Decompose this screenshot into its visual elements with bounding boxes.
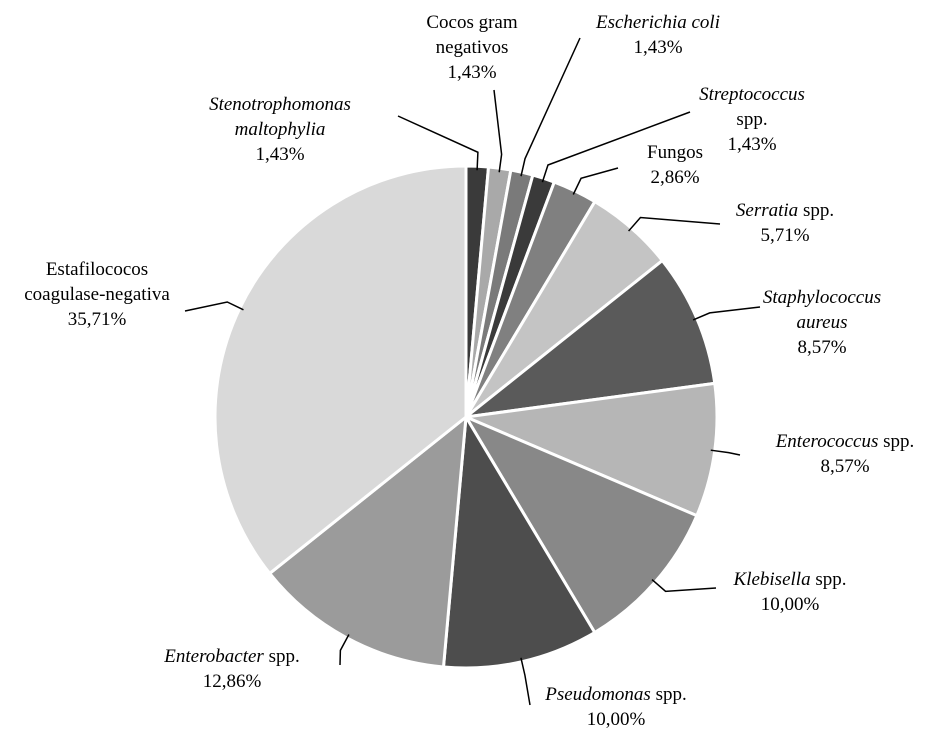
label-line: Serratia spp. — [736, 200, 834, 221]
label-line: Enterobacter spp. — [163, 646, 299, 667]
value-label: 12,86% — [203, 671, 262, 692]
leader-line — [397, 115, 479, 171]
label-line: Fungos — [647, 142, 703, 163]
label-line: Cocos gram — [426, 12, 518, 33]
label-word: coagulase-negativa — [24, 284, 170, 305]
value-label: 8,57% — [820, 456, 869, 477]
label-word: maltophylia — [235, 119, 326, 140]
label-word: spp. — [264, 646, 300, 667]
label-word: Cocos — [426, 12, 474, 33]
value-label: 10,00% — [587, 709, 646, 730]
label-line: spp. — [736, 109, 767, 130]
label-line: aureus — [796, 312, 847, 333]
slice-label: Pseudomonas spp. — [544, 684, 686, 705]
leader-line — [493, 89, 503, 173]
label-line: maltophylia — [235, 119, 326, 140]
leader-line — [520, 657, 531, 706]
label-word: Klebisella — [733, 569, 811, 590]
value-label: 1,43% — [255, 144, 304, 165]
label-line: Estafilococos — [46, 259, 148, 280]
label-word: Enterococcus — [775, 431, 879, 452]
leader-line — [628, 216, 721, 232]
label-word: spp. — [651, 684, 687, 705]
slice-label: Escherichia coli — [595, 12, 720, 33]
label-line: Streptococcus — [699, 84, 805, 105]
slice-label: Streptococcus spp. — [699, 84, 805, 130]
label-line: Enterococcus spp. — [775, 431, 915, 452]
value-label: 35,71% — [68, 309, 127, 330]
label-word: Estafilococos — [46, 259, 148, 280]
label-word: spp. — [878, 431, 914, 452]
leader-line — [541, 111, 691, 183]
value-label: 1,43% — [633, 37, 682, 58]
leader-line — [651, 578, 717, 593]
label-line: Klebisella spp. — [733, 569, 847, 590]
label-line: negativos — [436, 37, 509, 58]
label-word: spp. — [736, 109, 767, 130]
label-line: Pseudomonas spp. — [544, 684, 686, 705]
label-word: spp. — [811, 569, 847, 590]
label-word: Stenotrophomonas — [209, 94, 351, 115]
slice-label: Enterococcus spp. — [775, 431, 915, 452]
slice-label: Stenotrophomonas maltophylia — [209, 94, 351, 140]
slice-label: Enterobacter spp. — [163, 646, 299, 667]
label-line: coagulase-negativa — [24, 284, 170, 305]
value-label: 5,71% — [760, 225, 809, 246]
label-line: Escherichia coli — [595, 12, 720, 33]
slice-label: Cocos gram negativos — [426, 12, 518, 58]
label-word: Fungos — [647, 142, 703, 163]
value-label: 1,43% — [727, 134, 776, 155]
label-word: Serratia — [736, 200, 798, 221]
label-line: Stenotrophomonas — [209, 94, 351, 115]
label-word: Streptococcus — [699, 84, 805, 105]
slice-label: Fungos — [647, 142, 703, 163]
label-word: spp. — [798, 200, 834, 221]
label-line: Staphylococcus — [763, 287, 881, 308]
label-word: gram — [474, 12, 518, 33]
value-label: 8,57% — [797, 337, 846, 358]
leader-line — [692, 306, 761, 321]
label-word: Pseudomonas — [544, 684, 651, 705]
slice-label: Serratia spp. — [736, 200, 834, 221]
label-word: Escherichia — [595, 12, 687, 33]
leader-line — [184, 301, 244, 312]
slice-label: Estafilococos coagulase-negativa — [24, 259, 170, 305]
value-label: 1,43% — [447, 62, 496, 83]
leader-line — [339, 634, 350, 666]
leader-line — [710, 449, 741, 456]
leader-line — [520, 37, 581, 177]
value-label: 10,00% — [761, 594, 820, 615]
leader-line — [572, 167, 619, 195]
label-word: aureus — [796, 312, 847, 333]
value-label: 2,86% — [650, 167, 699, 188]
label-word: Enterobacter — [163, 646, 264, 667]
slice-label: Klebisella spp. — [733, 569, 847, 590]
label-word: coli — [687, 12, 720, 33]
label-word: negativos — [436, 37, 509, 58]
label-word: Staphylococcus — [763, 287, 881, 308]
slice-label: Staphylococcus aureus — [763, 287, 881, 333]
